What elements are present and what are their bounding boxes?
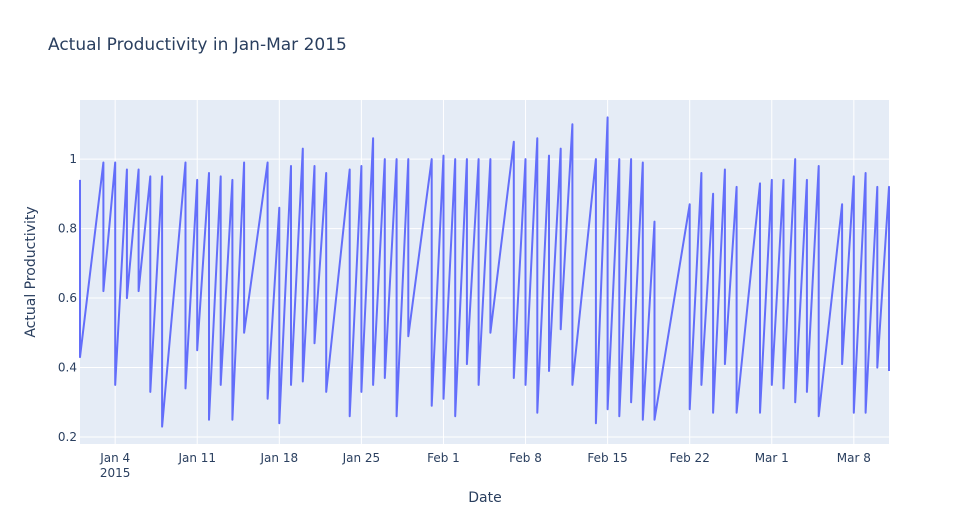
x-tick-label: Mar 1 bbox=[755, 451, 789, 465]
x-axis-title: Date bbox=[468, 490, 501, 506]
y-tick-label: 0.2 bbox=[58, 430, 77, 444]
y-axis-title: Actual Productivity bbox=[23, 206, 39, 337]
y-axis-ticks: 0.2 0.4 0.6 0.8 1 bbox=[58, 152, 77, 444]
x-tick-label: Feb 15 bbox=[587, 451, 627, 465]
x-tick-label: Jan 11 bbox=[177, 451, 216, 465]
y-tick-label: 0.6 bbox=[58, 291, 77, 305]
y-tick-label: 0.4 bbox=[58, 361, 77, 375]
series-line bbox=[79, 116, 890, 428]
x-tick-label: Feb 22 bbox=[670, 451, 710, 465]
y-tick-label: 1 bbox=[69, 152, 77, 166]
x-tick-label: Feb 1 bbox=[427, 451, 460, 465]
x-tick-label: Jan 4 bbox=[99, 451, 130, 465]
x-tick-label: Jan 18 bbox=[260, 451, 299, 465]
x-tick-sublabel: 2015 bbox=[100, 466, 131, 480]
x-tick-label: Feb 8 bbox=[509, 451, 542, 465]
x-tick-label: Mar 8 bbox=[837, 451, 871, 465]
y-tick-label: 0.8 bbox=[58, 222, 77, 236]
chart-title: Actual Productivity in Jan-Mar 2015 bbox=[48, 35, 347, 55]
series-layer bbox=[79, 116, 890, 428]
x-tick-label: Jan 25 bbox=[342, 451, 381, 465]
